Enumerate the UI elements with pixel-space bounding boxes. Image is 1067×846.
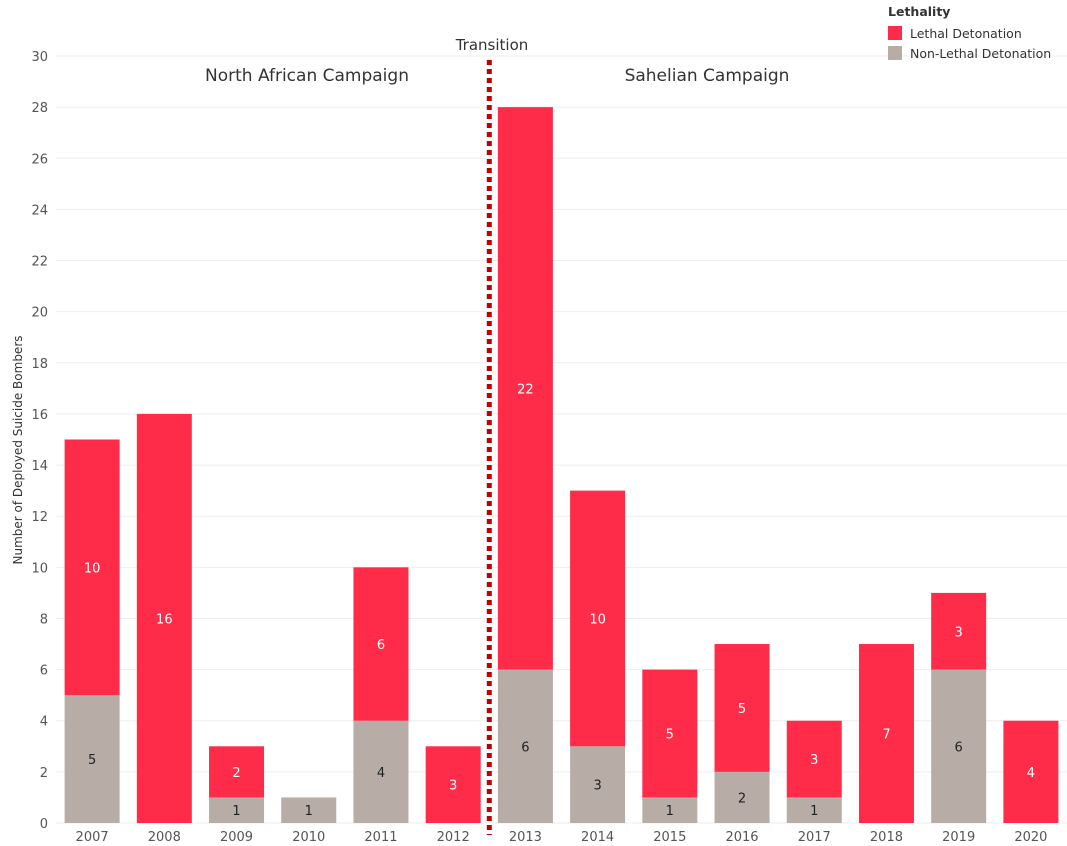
x-tick-label-2012: 2012 — [437, 830, 470, 845]
x-tick-label-2015: 2015 — [653, 830, 686, 845]
y-tick-label: 4 — [40, 715, 48, 730]
legend-label-non-lethal: Non-Lethal Detonation — [910, 45, 1052, 61]
bar-lethal-2012[interactable] — [425, 746, 481, 823]
bar-non-lethal-2016[interactable] — [714, 771, 770, 823]
data-label-lethal-2009: 2 — [232, 766, 240, 781]
x-tick-label-2016: 2016 — [725, 830, 758, 845]
x-tick-label-2013: 2013 — [509, 830, 542, 845]
y-tick-label: 22 — [31, 255, 48, 270]
bar-lethal-2018[interactable] — [858, 644, 914, 823]
y-tick-label: 0 — [40, 817, 48, 832]
data-label-lethal-2014: 10 — [589, 612, 606, 627]
y-tick-label: 8 — [40, 612, 48, 627]
data-label-non-lethal-2007: 5 — [88, 753, 96, 768]
data-label-non-lethal-2013: 6 — [521, 740, 529, 755]
data-label-non-lethal-2016: 2 — [738, 791, 746, 806]
y-tick-label: 12 — [31, 510, 48, 525]
y-axis-label: Number of Deployed Suicide Bombers — [11, 336, 25, 565]
bar-non-lethal-2011[interactable] — [353, 720, 409, 823]
x-tick-label-2018: 2018 — [870, 830, 903, 845]
bar-non-lethal-2013[interactable] — [497, 669, 553, 823]
data-label-lethal-2007: 10 — [84, 561, 101, 576]
bar-lethal-2008[interactable] — [136, 413, 192, 823]
x-axis-ticks: 2007 2008 2009 2010 2011 2012 2013 2014 2015 2016… — [76, 830, 1048, 845]
data-label-lethal-2013: 22 — [517, 382, 534, 397]
legend-item-lethal[interactable]: Lethal Detonation — [888, 23, 1051, 43]
x-tick-label-2007: 2007 — [76, 830, 109, 845]
bars — [64, 107, 1059, 823]
bar-non-lethal-2015[interactable] — [642, 797, 698, 823]
x-tick-label-2011: 2011 — [364, 830, 397, 845]
x-tick-label-2008: 2008 — [148, 830, 181, 845]
y-tick-label: 2 — [40, 766, 48, 781]
bar-non-lethal-2017[interactable] — [786, 797, 842, 823]
data-label-lethal-2008: 16 — [156, 612, 173, 627]
bar-lethal-2016[interactable] — [714, 644, 770, 772]
legend-label-lethal: Lethal Detonation — [910, 25, 1022, 41]
data-label-non-lethal-2019: 6 — [955, 740, 963, 755]
data-label-non-lethal-2010: 1 — [305, 804, 313, 819]
y-tick-label: 6 — [40, 664, 48, 679]
x-tick-label-2020: 2020 — [1014, 830, 1047, 845]
bar-lethal-2020[interactable] — [1003, 720, 1059, 823]
y-tick-label: 20 — [31, 306, 48, 321]
data-label-non-lethal-2009: 1 — [232, 804, 240, 819]
legend-item-non-lethal[interactable]: Non-Lethal Detonation — [888, 43, 1051, 63]
bar-non-lethal-2010[interactable] — [281, 797, 337, 823]
y-tick-label: 14 — [31, 459, 48, 474]
transition-label: Transition — [455, 36, 529, 54]
y-tick-label: 16 — [31, 408, 48, 423]
x-tick-label-2010: 2010 — [292, 830, 325, 845]
bar-non-lethal-2014[interactable] — [570, 746, 626, 823]
bar-lethal-2015[interactable] — [642, 669, 698, 798]
data-label-non-lethal-2017: 1 — [810, 804, 818, 819]
legend: Lethality Lethal Detonation Non-Lethal D… — [888, 4, 1051, 63]
y-tick-label: 24 — [31, 203, 48, 218]
bar-lethal-2014[interactable] — [570, 490, 626, 747]
bar-lethal-2007[interactable] — [64, 439, 120, 696]
y-tick-label: 28 — [31, 101, 48, 116]
data-label-lethal-2012: 3 — [449, 779, 457, 794]
bar-non-lethal-2019[interactable] — [931, 669, 987, 823]
legend-swatch-lethal — [888, 26, 902, 40]
bar-non-lethal-2007[interactable] — [64, 695, 120, 823]
segment-labels: 5 10 16 1 2 1 4 6 3 6 22 3 10 1 5 2 5 1 3 7 6 3 4 — [84, 382, 1035, 819]
data-label-lethal-2015: 5 — [666, 728, 674, 743]
data-label-lethal-2016: 5 — [738, 702, 746, 717]
data-label-lethal-2017: 3 — [810, 753, 818, 768]
x-tick-label-2019: 2019 — [942, 830, 975, 845]
y-tick-label: 18 — [31, 357, 48, 372]
y-tick-label: 30 — [31, 50, 48, 65]
sahelian-campaign-label: Sahelian Campaign — [625, 66, 790, 86]
data-label-non-lethal-2015: 1 — [666, 804, 674, 819]
x-tick-label-2014: 2014 — [581, 830, 614, 845]
data-label-non-lethal-2014: 3 — [593, 779, 601, 794]
bar-lethal-2013[interactable] — [497, 107, 553, 670]
bar-lethal-2017[interactable] — [786, 720, 842, 798]
bar-lethal-2011[interactable] — [353, 567, 409, 721]
x-tick-label-2017: 2017 — [798, 830, 831, 845]
data-label-lethal-2011: 6 — [377, 638, 385, 653]
bar-non-lethal-2009[interactable] — [209, 797, 265, 823]
x-tick-label-2009: 2009 — [220, 830, 253, 845]
legend-swatch-non-lethal — [888, 46, 902, 60]
bar-lethal-2009[interactable] — [209, 746, 265, 798]
north-african-campaign-label: North African Campaign — [205, 66, 409, 86]
y-tick-label: 10 — [31, 561, 48, 576]
legend-title: Lethality — [888, 4, 951, 19]
data-label-lethal-2018: 7 — [882, 728, 890, 743]
data-label-non-lethal-2011: 4 — [377, 766, 385, 781]
data-label-lethal-2019: 3 — [955, 625, 963, 640]
data-label-lethal-2020: 4 — [1027, 766, 1035, 781]
bar-lethal-2019[interactable] — [931, 592, 987, 670]
y-tick-label: 26 — [31, 152, 48, 167]
gridlines — [56, 55, 1067, 824]
